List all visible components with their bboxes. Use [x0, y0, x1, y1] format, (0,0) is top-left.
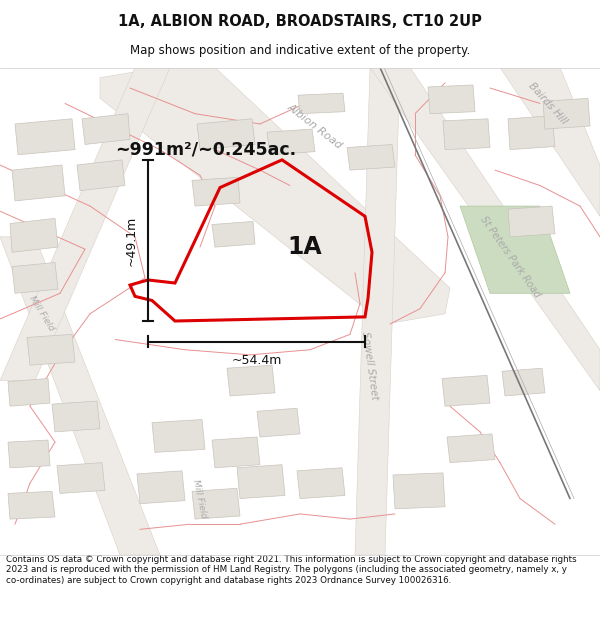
Text: 1A: 1A — [287, 235, 322, 259]
Polygon shape — [192, 488, 240, 519]
Text: Sowell Street: Sowell Street — [360, 331, 380, 400]
Polygon shape — [508, 116, 555, 149]
Polygon shape — [27, 334, 75, 365]
Polygon shape — [197, 119, 255, 149]
Polygon shape — [460, 206, 570, 293]
Polygon shape — [370, 68, 600, 391]
Text: Albion Road: Albion Road — [286, 101, 344, 151]
Polygon shape — [8, 379, 50, 406]
Text: ~991m²/~0.245ac.: ~991m²/~0.245ac. — [115, 141, 296, 159]
Polygon shape — [237, 464, 285, 499]
Polygon shape — [100, 68, 450, 324]
Polygon shape — [508, 206, 555, 237]
Polygon shape — [447, 434, 495, 462]
Polygon shape — [57, 462, 105, 493]
Polygon shape — [298, 93, 345, 114]
Polygon shape — [0, 68, 170, 381]
Polygon shape — [0, 237, 160, 555]
Polygon shape — [15, 119, 75, 155]
Text: ~54.4m: ~54.4m — [232, 354, 281, 367]
Polygon shape — [428, 85, 475, 114]
Polygon shape — [10, 218, 58, 252]
Polygon shape — [8, 440, 50, 468]
Polygon shape — [82, 114, 130, 144]
Polygon shape — [192, 177, 240, 206]
Polygon shape — [442, 376, 490, 406]
Polygon shape — [77, 160, 125, 191]
Text: 1A, ALBION ROAD, BROADSTAIRS, CT10 2UP: 1A, ALBION ROAD, BROADSTAIRS, CT10 2UP — [118, 14, 482, 29]
Polygon shape — [267, 129, 315, 155]
Polygon shape — [297, 468, 345, 499]
Polygon shape — [212, 221, 255, 247]
Polygon shape — [257, 408, 300, 437]
Polygon shape — [12, 165, 65, 201]
Polygon shape — [8, 491, 55, 519]
Polygon shape — [137, 471, 185, 504]
Polygon shape — [502, 368, 545, 396]
Text: Contains OS data © Crown copyright and database right 2021. This information is : Contains OS data © Crown copyright and d… — [6, 555, 577, 585]
Text: Mill Field: Mill Field — [191, 478, 209, 519]
Text: Map shows position and indicative extent of the property.: Map shows position and indicative extent… — [130, 44, 470, 57]
Polygon shape — [227, 365, 275, 396]
Text: St Peters Park Road: St Peters Park Road — [478, 215, 542, 300]
Polygon shape — [543, 98, 590, 129]
Text: ~49.1m: ~49.1m — [125, 215, 138, 266]
Polygon shape — [212, 437, 260, 468]
Polygon shape — [355, 68, 400, 555]
Polygon shape — [152, 419, 205, 452]
Polygon shape — [52, 401, 100, 432]
Polygon shape — [12, 262, 58, 293]
Text: Mill Field: Mill Field — [28, 294, 56, 333]
Polygon shape — [347, 144, 395, 170]
Text: Bairds Hill: Bairds Hill — [527, 81, 569, 126]
Polygon shape — [393, 473, 445, 509]
Polygon shape — [500, 68, 600, 216]
Polygon shape — [443, 119, 490, 149]
